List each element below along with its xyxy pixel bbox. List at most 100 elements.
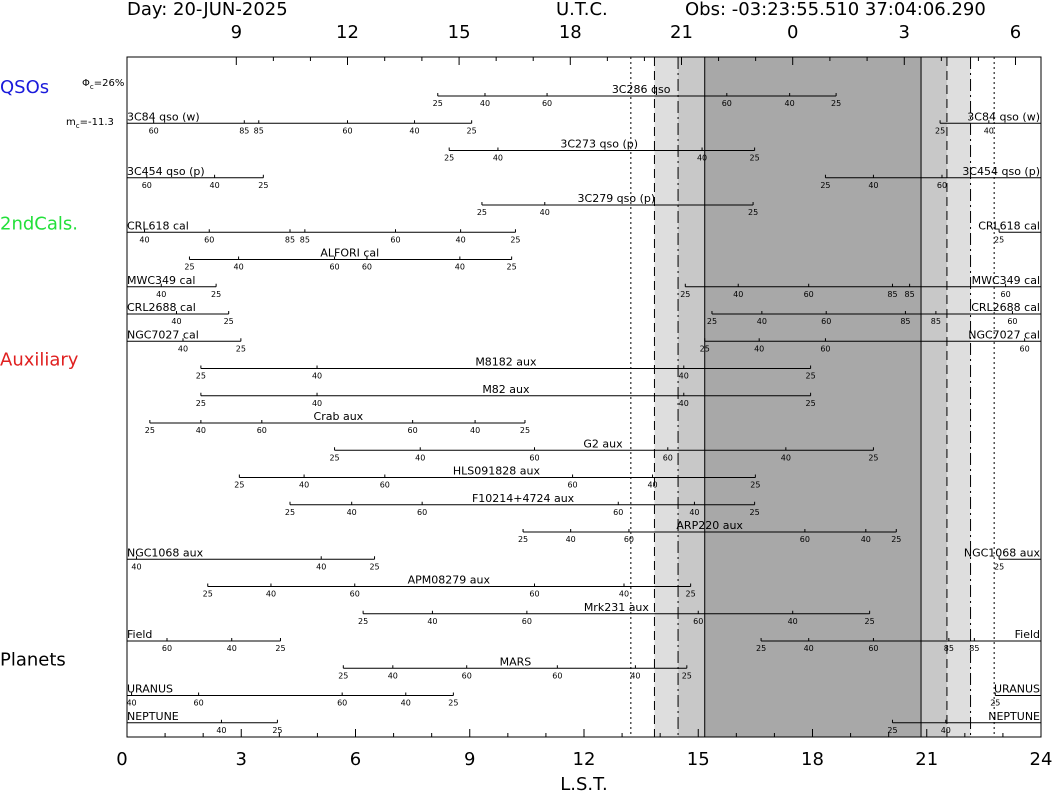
elevation-label: 85 [905,290,915,299]
elevation-label: 25 [831,99,841,108]
header-day: Day: 20-JUN-2025 [127,0,288,20]
source-row: M8182 aux 25 40 40 25 [196,356,816,381]
elevation-label: 60 [529,453,539,462]
source-label: 3C273 qso (p) [560,138,638,151]
source-label: URANUS [994,683,1040,696]
elevation-label: 25 [935,126,945,135]
elevation-label: 25 [748,208,758,217]
source-row: CRL2688 cal CRL2688 cal 40 25 25 40 60 85 85 60 [127,301,1041,326]
elevation-label: 40 [388,671,398,680]
group-label: Auxiliary [0,350,79,371]
elevation-label: 25 [510,235,520,244]
elevation-label: 25 [518,535,528,544]
elevation-label: 40 [868,181,878,190]
elevation-label: 60 [821,317,831,326]
source-label: CRL2688 cal [127,301,196,314]
elevation-label: 25 [994,235,1004,244]
source-label: 3C279 qso (p) [578,192,656,205]
elevation-label: 40 [540,208,550,217]
source-label: M8182 aux [475,356,537,369]
source-row: 3C279 qso (p) 25 40 25 [477,192,758,217]
elevation-label: 40 [312,372,322,381]
shade-band-dark [704,57,922,737]
elevation-label: 60 [362,263,372,272]
elevation-label: 85 [931,317,941,326]
elevation-label: 25 [680,290,690,299]
elevation-label: 60 [204,235,214,244]
elevation-label: 25 [338,671,348,680]
elevation-label: 40 [131,562,141,571]
source-label: CRL618 cal [978,219,1040,232]
source-row: NEPTUNE NEPTUNE 40 25 25 40 [127,710,1041,735]
elevation-label: 40 [861,535,871,544]
elevation-label: 40 [984,126,994,135]
lst-tick-label: 0 [116,749,127,770]
elevation-label: 40 [347,508,357,517]
elevation-label: 40 [401,699,411,708]
source-label: HLS091828 aux [453,465,541,478]
elevation-label: 25 [369,562,379,571]
elevation-label: 40 [493,154,503,163]
source-label: Field [127,628,152,641]
lst-tick-label: 15 [687,749,710,770]
group-label: QSOs [0,77,49,98]
elevation-label: 60 [1020,344,1030,353]
elevation-label: 40 [689,508,699,517]
lst-tick-label: 12 [573,749,596,770]
elevation-label: 40 [209,181,219,190]
source-label: CRL2688 cal [971,301,1040,314]
header-observatory: Obs: -03:23:55.510 37:04:06.290 [685,0,986,20]
source-row: HLS091828 aux 25 40 60 60 40 25 [234,465,760,490]
source-row: 3C84 qso (w) 3C84 qso (w) 60 85 85 60 40 25 25 40 [127,110,1041,135]
source-row: Mrk231 aux 25 40 60 60 40 25 [358,601,875,626]
elevation-label: 60 [194,699,204,708]
source-row: MWC349 cal MWC349 cal 40 25 25 40 60 85 85 60 [127,274,1041,299]
elevation-label: 40 [733,290,743,299]
phi-annotation: Φc=26% [82,78,124,91]
elevation-label: 25 [477,208,487,217]
elevation-label: 25 [275,644,285,653]
twilight-lines [630,57,995,737]
elevation-label: 40 [788,617,798,626]
elevation-label: 25 [806,399,816,408]
source-label: APM08279 aux [408,574,491,587]
elevation-label: 40 [227,644,237,653]
m-symbol: m [66,117,76,128]
elevation-label: 25 [682,671,692,680]
elevation-label: 25 [820,181,830,190]
elevation-label: 40 [804,644,814,653]
elevation-label: 25 [285,508,295,517]
lst-tick-label: 3 [236,749,247,770]
utc-tick-label: 21 [670,22,693,43]
elevation-label: 60 [868,644,878,653]
elevation-label: 85 [285,235,295,244]
elevation-label: 25 [887,726,897,735]
elevation-label: 25 [203,590,213,599]
utc-tick-label: 3 [899,22,910,43]
source-label: NGC7027 cal [127,328,199,341]
lst-tick-label: 6 [350,749,361,770]
phi-value: =26% [94,78,125,89]
elevation-label: 25 [234,481,244,490]
elevation-label: 40 [679,399,689,408]
elevation-label: 25 [433,99,443,108]
elevation-label: 40 [427,617,437,626]
utc-tick-label: 6 [1010,22,1021,43]
elevation-label: 25 [520,426,530,435]
elevation-label: 40 [156,290,166,299]
source-row: G2 aux 25 40 60 60 40 25 [329,437,878,462]
source-label: 3C84 qso (w) [967,110,1040,123]
elevation-label: 40 [415,453,425,462]
source-label: Crab aux [314,410,364,423]
elevation-label: 60 [613,508,623,517]
elevation-label: 60 [329,263,339,272]
source-label: NGC7027 cal [968,328,1040,341]
elevation-label: 60 [1007,317,1017,326]
elevation-label: 85 [300,235,310,244]
elevation-label: 40 [630,671,640,680]
source-label: MWC349 cal [127,274,195,287]
source-label: 3C454 qso (p) [962,165,1040,178]
elevation-label: 60 [162,644,172,653]
